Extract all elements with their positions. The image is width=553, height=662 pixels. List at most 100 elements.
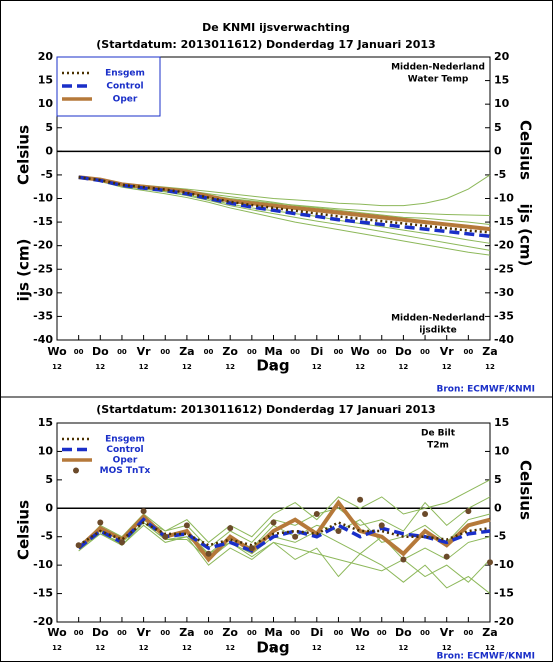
- legend-label: Control: [106, 445, 143, 455]
- x-tick-label: Do: [395, 345, 412, 358]
- series-line: [78, 175, 491, 232]
- x-tick-label: 00: [290, 629, 300, 637]
- x-tick-label: Wo: [350, 626, 370, 639]
- x-hour-label: 12: [95, 363, 105, 371]
- x-tick-label: Di: [310, 626, 323, 639]
- x-axis-title: Dag: [256, 357, 289, 375]
- y2-tick-label: 0: [494, 144, 502, 157]
- y-tick-label: -15: [33, 587, 53, 600]
- mos-marker: [183, 522, 190, 529]
- mos-marker: [335, 528, 342, 535]
- y2-tick-label: 15: [494, 416, 509, 429]
- chart-title: De KNMI ijsverwachting: [202, 21, 350, 34]
- x-tick-label: Ma: [264, 626, 282, 639]
- x-tick-label: Vr: [137, 345, 152, 358]
- x-tick-label: Zo: [222, 345, 238, 358]
- y2-tick-label: 10: [494, 97, 510, 110]
- y-tick-label: -25: [33, 262, 53, 275]
- mos-marker: [292, 533, 299, 540]
- x-hour-label: 12: [485, 363, 495, 371]
- legend-label: Oper: [113, 456, 138, 466]
- x-tick-label: 00: [377, 629, 387, 637]
- mos-marker: [97, 519, 104, 526]
- x-tick-label: Vr: [440, 345, 455, 358]
- x-tick-label: Za: [179, 626, 194, 639]
- mos-marker: [248, 545, 255, 552]
- mos-marker: [400, 556, 407, 563]
- y-tick-label: 5: [45, 121, 53, 134]
- x-tick-label: 00: [160, 348, 170, 356]
- y2-tick-label: -25: [494, 262, 514, 275]
- y-axis-title: ijs (cm): [15, 239, 33, 302]
- x-tick-label: 00: [160, 629, 170, 637]
- x-hour-label: 12: [182, 644, 192, 652]
- y-tick-label: 10: [38, 97, 54, 110]
- x-tick-label: Do: [395, 626, 412, 639]
- mos-marker: [118, 539, 125, 546]
- legend-label: Ensgem: [105, 69, 145, 79]
- mos-marker: [465, 508, 472, 515]
- y-axis-title: Celsius: [15, 500, 33, 560]
- x-tick-label: 00: [247, 629, 257, 637]
- y-tick-label: -30: [33, 286, 53, 299]
- x-tick-label: Do: [92, 345, 109, 358]
- x-hour-label: 12: [95, 644, 105, 652]
- y2-tick-label: -20: [494, 239, 514, 252]
- y-tick-label: 10: [38, 444, 54, 457]
- x-hour-label: 12: [442, 644, 452, 652]
- series-line: [78, 175, 491, 238]
- x-tick-label: 00: [463, 629, 473, 637]
- x-tick-label: Za: [482, 626, 497, 639]
- y2-tick-label: -40: [494, 333, 514, 346]
- x-tick-label: Do: [92, 626, 109, 639]
- x-tick-label: 00: [204, 629, 214, 637]
- mos-marker: [357, 496, 364, 503]
- x-hour-label: 12: [269, 644, 279, 652]
- series-line: [77, 499, 491, 563]
- y2-tick-label: -5: [494, 168, 506, 181]
- mos-marker: [140, 508, 147, 515]
- mos-marker: [205, 550, 212, 557]
- y-tick-label: 15: [38, 74, 53, 87]
- mos-marker: [378, 522, 385, 529]
- y2-tick-label: -20: [494, 615, 514, 628]
- x-hour-label: 12: [139, 363, 149, 371]
- y-tick-label: -5: [41, 168, 53, 181]
- y2-axis-title: Celsius: [517, 460, 535, 520]
- series-line: [77, 517, 491, 553]
- legend-marker: [73, 467, 79, 474]
- x-hour-label: 12: [225, 363, 235, 371]
- y2-tick-label: -5: [494, 530, 506, 543]
- mos-marker: [313, 510, 320, 517]
- annotation: ijsdikte: [419, 326, 456, 336]
- mos-marker: [227, 525, 234, 532]
- x-hour-label: 12: [355, 644, 365, 652]
- ensemble-member: [78, 176, 491, 256]
- y2-tick-label: 15: [494, 74, 509, 87]
- y2-tick-label: 5: [494, 473, 502, 486]
- y2-tick-label: -30: [494, 286, 514, 299]
- x-tick-label: 00: [74, 348, 84, 356]
- x-tick-label: Wo: [47, 345, 67, 358]
- legend-label: Control: [106, 82, 143, 92]
- x-tick-label: Wo: [47, 626, 67, 639]
- y2-tick-label: -35: [494, 309, 514, 322]
- source: Bron: ECMWF/KNMI: [436, 385, 535, 395]
- y2-tick-label: 20: [494, 50, 510, 63]
- x-hour-label: 12: [485, 644, 495, 652]
- y2-tick-label: 0: [494, 501, 502, 514]
- y-tick-label: 0: [45, 144, 53, 157]
- ensemble-member: [78, 176, 491, 216]
- y2-tick-label: 5: [494, 121, 502, 134]
- y-tick-label: 15: [38, 416, 53, 429]
- x-hour-label: 12: [225, 644, 235, 652]
- x-tick-label: 00: [74, 629, 84, 637]
- legend-label: MOS TnTx: [100, 466, 151, 476]
- x-hour-label: 12: [182, 363, 192, 371]
- x-hour-label: 12: [355, 363, 365, 371]
- x-hour-label: 12: [52, 644, 62, 652]
- x-hour-label: 12: [269, 363, 279, 371]
- series-line: [78, 176, 491, 234]
- y-tick-label: -15: [33, 215, 53, 228]
